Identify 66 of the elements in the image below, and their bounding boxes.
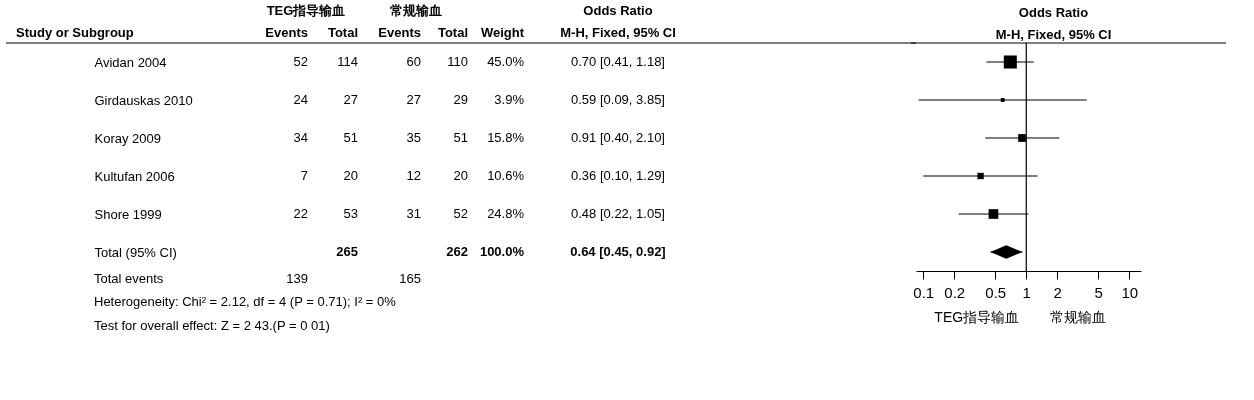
category-label: Shore 1999 (94, 206, 162, 222)
text: Odds Ratio (583, 3, 653, 18)
text: 31 (406, 206, 421, 221)
category-label: Kultufan 2006 (94, 168, 175, 184)
text: 53 (343, 206, 358, 221)
text: 0.48 [0.22, 1.05] (571, 206, 665, 221)
text: 0.91 [0.40, 2.10] (571, 130, 665, 145)
text: 24 (293, 92, 308, 107)
text: 52 (453, 206, 468, 221)
text: 139 (286, 271, 308, 286)
category-label: Girdauskas 2010 (94, 92, 193, 108)
text: Total (437, 25, 468, 40)
x-tick-label: 5 (1094, 283, 1103, 301)
text: Test for overall effect: Z = 2 43.(P = 0 01) (94, 318, 330, 333)
x-tick-label: 0.5 (985, 283, 1007, 301)
category-label: Koray 2009 (94, 130, 161, 146)
x-tick-label: 0.1 (913, 283, 935, 301)
text: Weight (480, 25, 525, 40)
text: 29 (453, 92, 468, 107)
text: Total (327, 25, 358, 40)
text: 45.0% (487, 54, 525, 69)
text: M-H, Fixed, 95% CI (560, 25, 676, 40)
text: 114 (337, 54, 358, 69)
chart-title: Odds Ratio (1018, 5, 1089, 20)
text: Study or Subgroup (16, 25, 134, 40)
x-tick-label: 10 (1121, 283, 1139, 301)
x-tick-label: 2 (1053, 283, 1062, 301)
text: 0.64 [0.45, 0.92] (570, 244, 666, 259)
chart-subtitle: M-H, Fixed, 95% CI (995, 27, 1112, 42)
text: 24.8% (487, 206, 525, 221)
text: 常规输血 (390, 3, 442, 18)
text: 165 (399, 271, 421, 286)
category-label: Total (95% CI) (94, 244, 177, 260)
text: Total events (94, 271, 164, 286)
x-tick-label: 1 (1022, 283, 1031, 301)
text: 15.8% (487, 130, 525, 145)
text: 51 (343, 130, 358, 145)
category-label: Avidan 2004 (94, 54, 167, 70)
text: 0.70 [0.41, 1.18] (571, 54, 665, 69)
text: Events (265, 25, 308, 40)
text: 20 (343, 168, 358, 183)
text: 34 (293, 130, 308, 145)
text: 0.36 [0.10, 1.29] (571, 168, 665, 183)
text: 110 (447, 54, 468, 69)
text: 12 (406, 168, 421, 183)
text: 常规输血 (1050, 309, 1106, 325)
text: 100.0% (479, 244, 525, 259)
text: 51 (453, 130, 468, 145)
text: TEG指导输血 (934, 309, 1020, 325)
text: 22 (293, 206, 308, 221)
text: 60 (406, 54, 421, 69)
text: 262 (446, 244, 468, 259)
text: 35 (406, 130, 421, 145)
x-tick-label: 0.2 (944, 283, 966, 301)
text: 20 (453, 168, 468, 183)
text: 52 (293, 54, 308, 69)
text: TEG指导输血 (266, 3, 346, 18)
text: 27 (343, 92, 358, 107)
text: 3.9% (494, 92, 525, 107)
text: 0.59 [0.09, 3.85] (571, 92, 665, 107)
text: 10.6% (487, 168, 525, 183)
text: 7 (300, 168, 308, 183)
text: 27 (406, 92, 421, 107)
text: 265 (336, 244, 358, 259)
text: Heterogeneity: Chi² = 2.12, df = 4 (P = 0.71); I² = 0% (94, 294, 397, 309)
text: Events (378, 25, 421, 40)
